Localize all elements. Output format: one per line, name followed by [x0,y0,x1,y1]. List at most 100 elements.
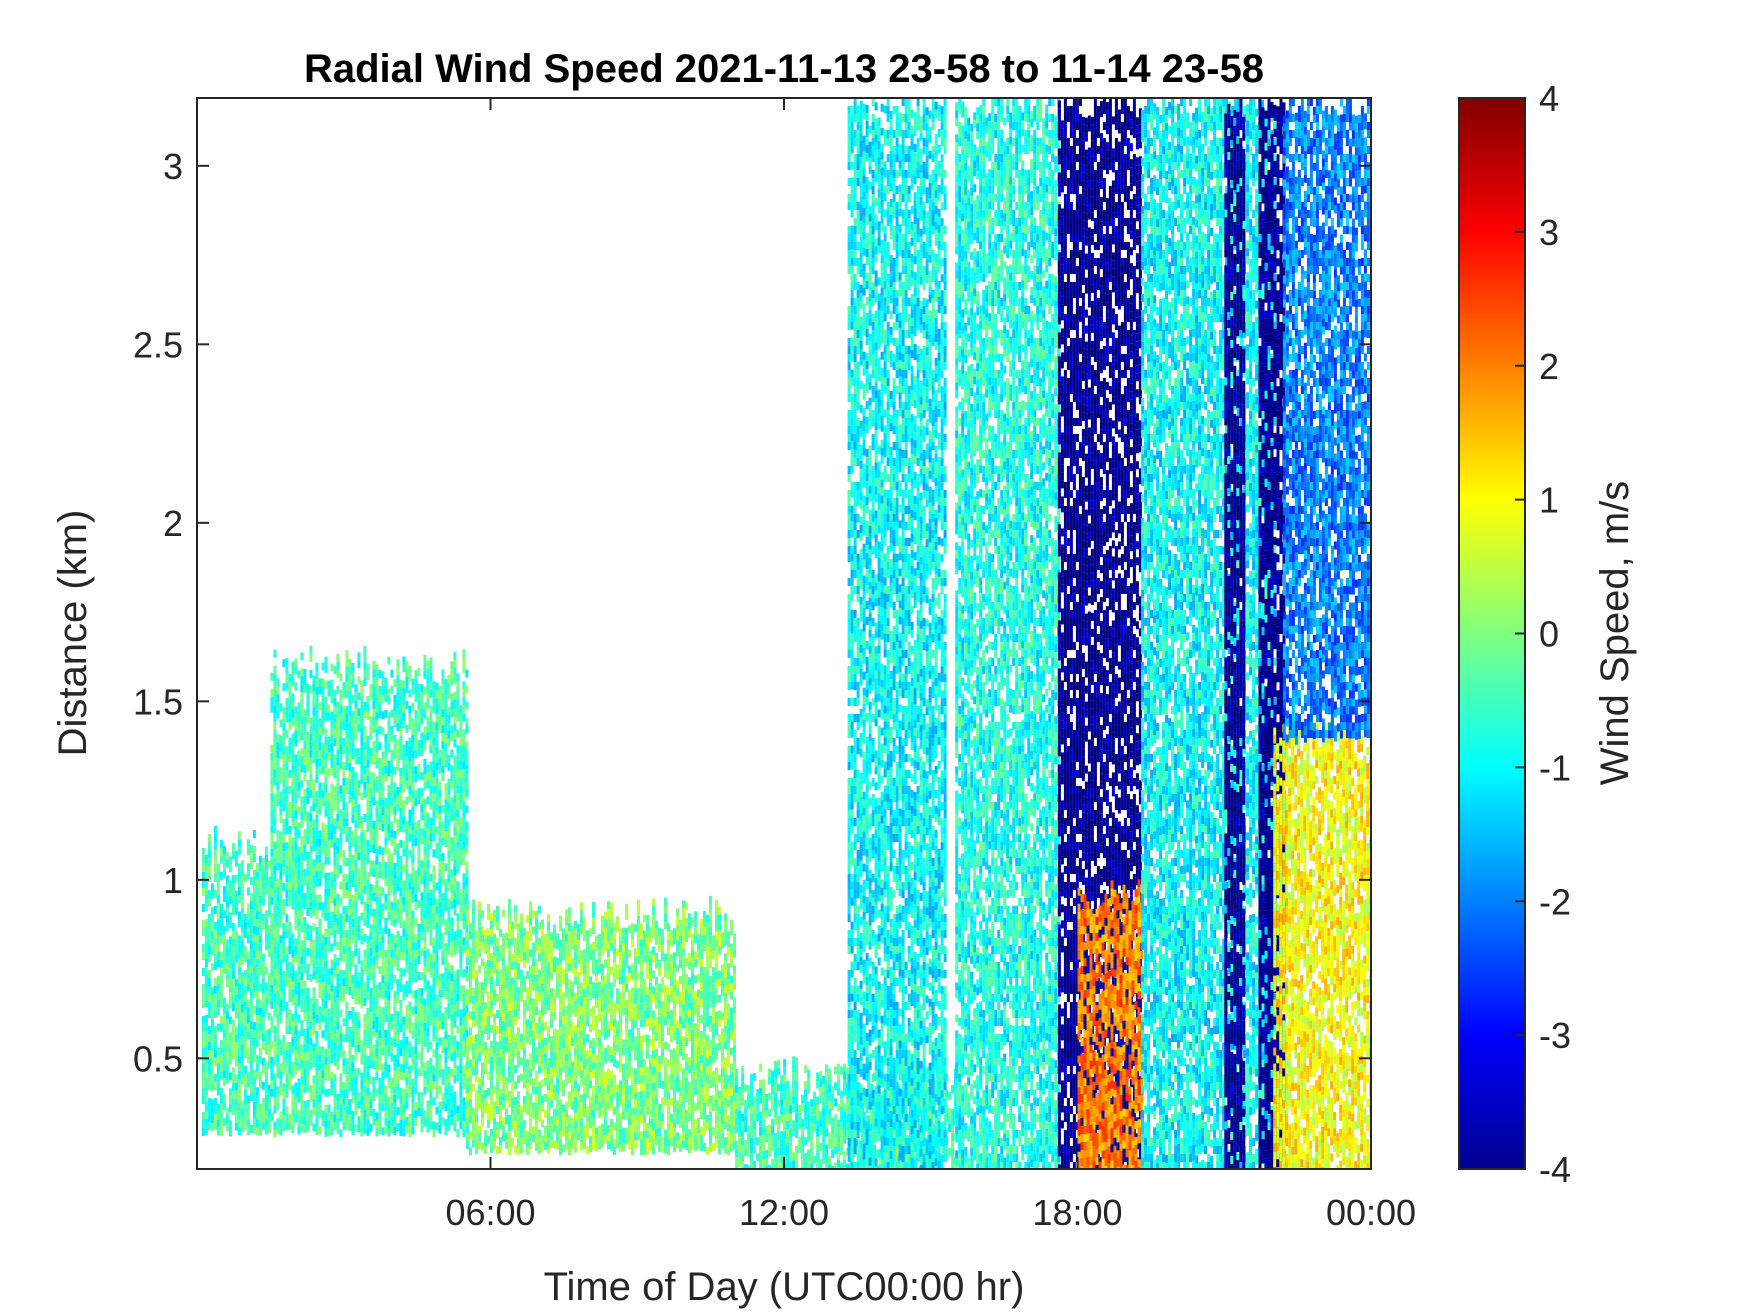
heatmap-cell [438,1070,441,1078]
heatmap-cell [360,913,363,921]
heatmap-cell [405,1045,408,1053]
heatmap-cell [226,1116,229,1124]
heatmap-cell [444,687,447,695]
heatmap-cell [360,713,363,721]
heatmap-cell [438,1054,441,1062]
heatmap-cell [333,826,336,834]
heatmap-cell [333,818,336,826]
heatmap-cell [423,1023,426,1031]
heatmap-cell [253,1038,256,1046]
heatmap-cell [453,1036,456,1044]
heatmap-cell [435,955,438,963]
heatmap-cell [223,1038,226,1046]
heatmap-cell [270,889,273,897]
heatmap-cell [529,1021,532,1029]
heatmap-cell [577,1124,580,1132]
heatmap-cell [342,1018,345,1026]
heatmap-cell [520,1034,523,1042]
heatmap-cell [336,718,339,726]
heatmap-cell [333,1042,336,1050]
heatmap-cell [312,995,315,1003]
heatmap-cell [571,958,574,966]
heatmap-cell [297,1119,300,1127]
heatmap-cell [303,1069,306,1077]
heatmap-cell [336,1014,339,1022]
heatmap-cell [505,941,508,949]
heatmap-cell [589,1064,592,1072]
heatmap-cell [330,800,333,808]
heatmap-cell [345,1106,348,1114]
heatmap-cell [414,1062,417,1070]
heatmap-cell [363,1030,366,1038]
heatmap-cell [393,839,396,847]
heatmap-cell [417,876,420,884]
heatmap-cell [450,869,453,877]
heatmap-cell [339,954,342,962]
heatmap-cell [586,1130,589,1138]
heatmap-cell [306,1028,309,1036]
heatmap-cell [384,862,387,870]
heatmap-cell [453,1068,456,1076]
heatmap-cell [336,1038,339,1046]
heatmap-cell [496,1090,499,1098]
heatmap-cell [414,718,417,726]
heatmap-cell [285,1018,288,1026]
heatmap-cell [432,873,435,881]
heatmap-cell [214,874,217,882]
heatmap-cell [336,1126,339,1134]
heatmap-cell [351,959,354,967]
heatmap-cell [547,1146,550,1154]
heatmap-cell [598,1070,601,1078]
heatmap-cell [303,1037,306,1045]
heatmap-cell [547,946,550,954]
heatmap-cell [438,702,441,710]
heatmap-cell [217,1024,220,1032]
heatmap-cell [396,723,399,731]
heatmap-cell [324,769,327,777]
heatmap-cell [559,1123,562,1131]
heatmap-cell [520,914,523,922]
heatmap-cell [408,986,411,994]
heatmap-cell [247,927,250,935]
heatmap-cell [285,818,288,826]
heatmap-cell [291,1038,294,1046]
heatmap-cell [381,1007,384,1015]
heatmap-cell [247,839,250,847]
heatmap-cell [459,737,462,745]
heatmap-cell [417,836,420,844]
heatmap-cell [345,666,348,674]
heatmap-cell [270,1089,273,1097]
heatmap-cell [366,896,369,904]
heatmap-cell [378,1014,381,1022]
heatmap-cell [345,1114,348,1122]
heatmap-cell [453,1060,456,1068]
heatmap-cell [547,1098,550,1106]
heatmap-cell [496,922,499,930]
heatmap-cell [262,1098,265,1106]
heatmap-cell [532,1014,535,1022]
heatmap-cell [303,893,306,901]
heatmap-cell [321,910,324,918]
heatmap-cell [511,1018,514,1026]
heatmap-cell [493,1086,496,1094]
heatmap-cell [309,926,312,934]
heatmap-cell [462,897,465,905]
heatmap-cell [375,745,378,753]
heatmap-cell [601,1084,604,1092]
heatmap-cell [318,902,321,910]
heatmap-cell [444,983,447,991]
heatmap-cell [547,1114,550,1122]
heatmap-cell [309,790,312,798]
heatmap-cell [270,897,273,905]
heatmap-cell [447,947,450,955]
heatmap-cell [315,943,318,951]
heatmap-cell [571,1030,574,1038]
heatmap-cell [324,881,327,889]
heatmap-cell [238,1111,241,1119]
heatmap-cell [387,953,390,961]
heatmap-cell [390,1054,393,1062]
heatmap-cell [327,929,330,937]
heatmap-cell [429,730,432,738]
heatmap-cell [472,1036,475,1044]
heatmap-cell [465,766,468,774]
